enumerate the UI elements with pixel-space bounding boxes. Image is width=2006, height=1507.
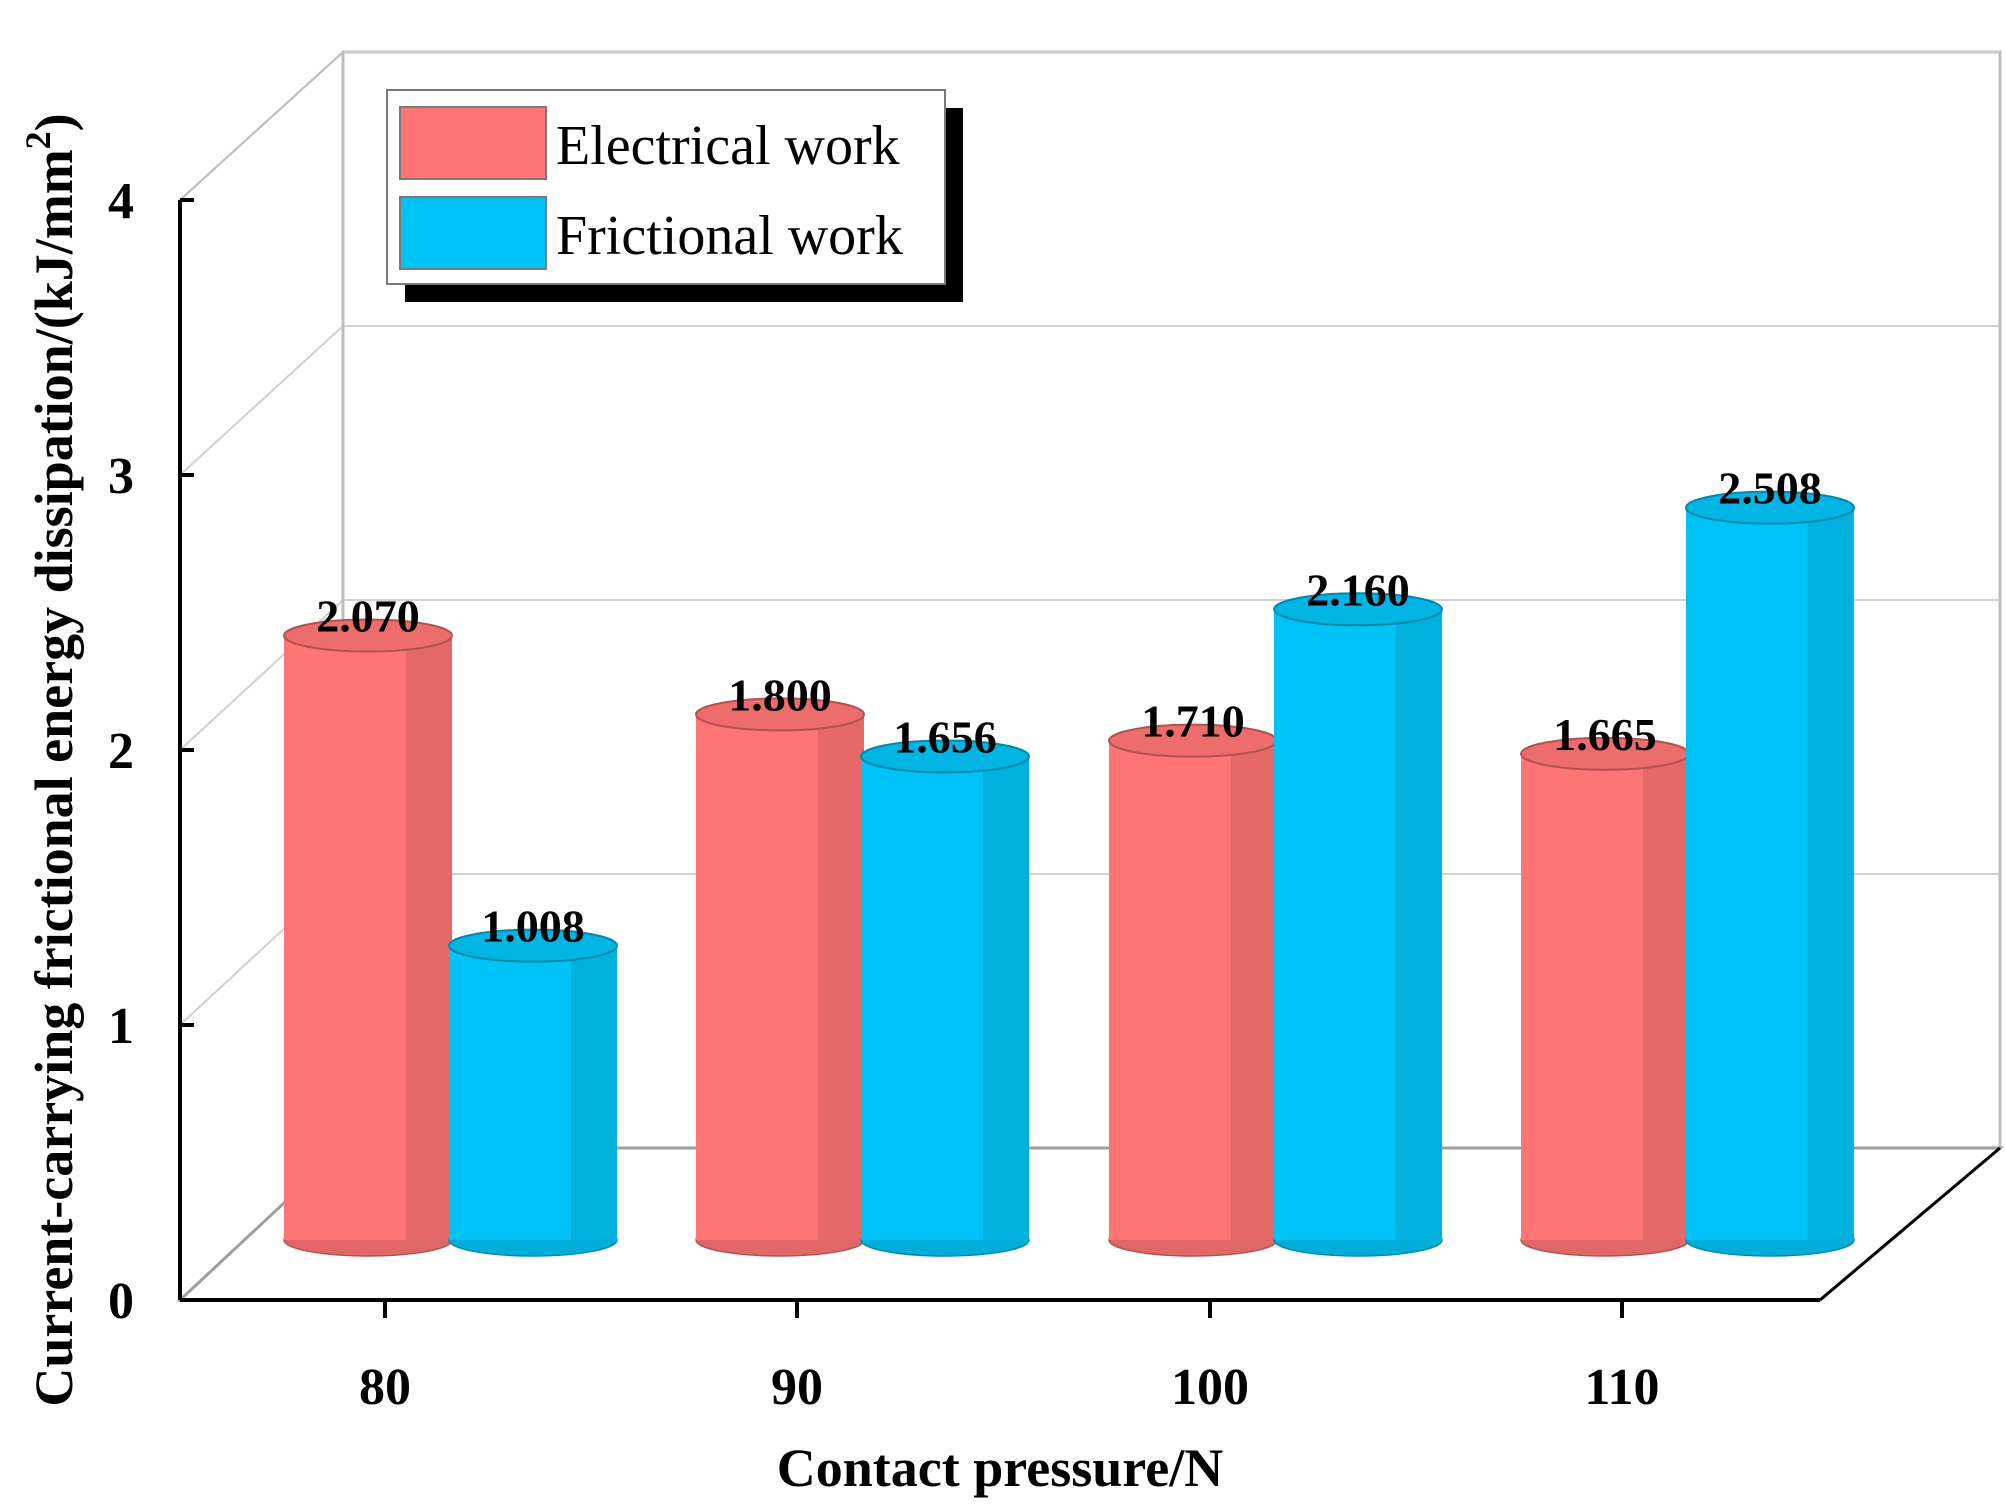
bar-top bbox=[695, 697, 865, 732]
y-axis-title-suffix: ) bbox=[24, 113, 84, 131]
bar-top bbox=[1685, 490, 1855, 525]
bar-frictional-work-90 bbox=[860, 739, 1030, 1257]
bar-electrical-work-110 bbox=[1520, 736, 1690, 1257]
data-label: 1.800 bbox=[728, 669, 832, 720]
bar-top bbox=[448, 928, 618, 963]
legend-label-electrical: Electrical work bbox=[556, 115, 900, 177]
bar-frictional-work-110 bbox=[1685, 490, 1855, 1257]
bar-top bbox=[860, 739, 1030, 774]
y-axis-title-main: Current-carrying frictional energy dissi… bbox=[24, 149, 84, 1406]
x-ticks: 80 90 100 110 bbox=[359, 1300, 1660, 1416]
y-tick-label: 0 bbox=[108, 1273, 134, 1330]
data-label: 1.008 bbox=[481, 901, 585, 952]
value-labels: 2.070 1.008 1.800 1.656 1.710 2.160 1.665 2.508 bbox=[316, 463, 1822, 952]
y-tick-label: 3 bbox=[108, 448, 134, 505]
y-tick-label: 4 bbox=[108, 173, 134, 230]
legend: Electrical work Frictional work bbox=[386, 89, 963, 302]
x-tick-label: 80 bbox=[359, 1359, 411, 1416]
bar-frictional-work-100 bbox=[1273, 592, 1443, 1257]
bars bbox=[283, 490, 1855, 1257]
y-tick-label: 2 bbox=[108, 723, 134, 780]
data-label: 1.710 bbox=[1141, 696, 1245, 747]
bar-shade bbox=[1642, 753, 1689, 1240]
bar-electrical-work-80 bbox=[283, 618, 453, 1257]
data-label: 2.070 bbox=[316, 591, 420, 642]
y-axis-title: Current-carrying frictional energy dissi… bbox=[18, 113, 84, 1406]
bar-shade bbox=[1230, 740, 1277, 1240]
bar-shade bbox=[1395, 609, 1442, 1240]
y-tick-label: 1 bbox=[108, 998, 134, 1055]
legend-label-frictional: Frictional work bbox=[556, 205, 903, 267]
x-tick-label: 90 bbox=[771, 1359, 823, 1416]
bar-shade bbox=[570, 945, 617, 1240]
bar-top bbox=[283, 618, 453, 653]
legend-swatch-frictional bbox=[399, 196, 547, 270]
bar-electrical-work-100 bbox=[1108, 723, 1278, 1257]
gridline-side bbox=[179, 325, 344, 476]
bar-frictional-work-80 bbox=[448, 928, 618, 1257]
x-axis-title: Contact pressure/N bbox=[777, 1438, 1223, 1498]
legend-swatch-electrical bbox=[399, 106, 547, 180]
bar-shade bbox=[405, 635, 452, 1240]
data-label: 1.665 bbox=[1553, 709, 1657, 760]
y-ticks: 0 1 2 3 4 bbox=[108, 173, 194, 1330]
data-label: 2.508 bbox=[1718, 463, 1822, 514]
bar-electrical-work-90 bbox=[695, 697, 865, 1257]
bar-shade bbox=[817, 714, 864, 1240]
x-tick-label: 100 bbox=[1171, 1359, 1249, 1416]
data-label: 2.160 bbox=[1306, 564, 1410, 615]
x-tick-label: 110 bbox=[1584, 1359, 1659, 1416]
bar-shade bbox=[982, 756, 1029, 1240]
y-axis-title-superscript: 2 bbox=[18, 131, 58, 149]
floor-front-right-edge bbox=[1819, 1146, 2001, 1302]
bar-shade bbox=[1807, 507, 1854, 1240]
data-label: 1.656 bbox=[893, 711, 997, 762]
bar-top bbox=[1273, 592, 1443, 627]
